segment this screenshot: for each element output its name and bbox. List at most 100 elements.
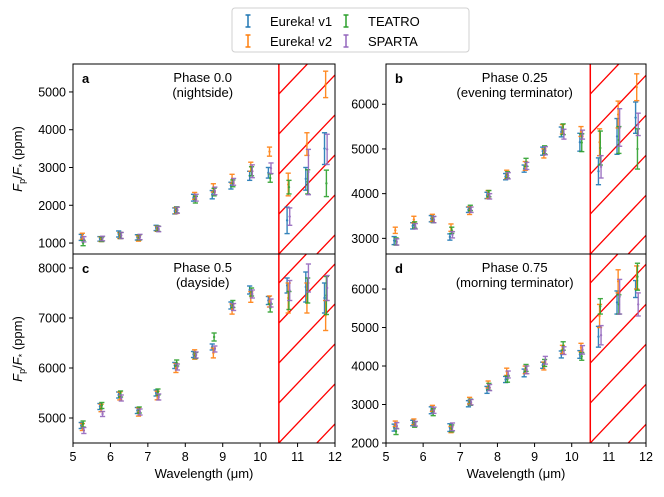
axes-frame (385, 253, 647, 444)
ytick-label: 6000 (351, 283, 379, 297)
ytick-label: 6000 (351, 98, 379, 112)
xtick-label: 11 (291, 450, 304, 464)
errorbar-point (392, 226, 398, 235)
errorbar-point (597, 297, 603, 315)
panel-letter: a (82, 71, 90, 86)
xtick-label: 6 (107, 450, 114, 464)
errorbar-point (617, 278, 623, 315)
errorbar-point (598, 154, 604, 179)
errorbar-point (615, 269, 621, 294)
legend-entry: Eureka! v1 (245, 14, 332, 29)
legend-entry: Eureka! v2 (245, 34, 332, 49)
errorbar-point (595, 325, 602, 348)
ytick-label: 5000 (351, 142, 379, 156)
errorbar-point (412, 420, 418, 427)
hatch-line (278, 262, 335, 324)
hatch-line (278, 153, 335, 215)
errorbar-point (524, 365, 530, 375)
axes-frame (72, 253, 336, 444)
errorbar-point (542, 355, 548, 365)
errorbar-point (193, 193, 199, 202)
xtick-label: 5 (70, 450, 77, 464)
errorbar-point (118, 394, 124, 402)
xtick-label: 10 (565, 450, 579, 464)
xtick-label: 6 (420, 450, 427, 464)
errorbar-point (212, 345, 218, 353)
errorbar-point (118, 231, 124, 240)
hatch-line (590, 74, 646, 135)
hatch-line (590, 303, 646, 364)
panel-subtitle: (evening terminator) (457, 85, 573, 100)
panel-letter: b (395, 71, 403, 86)
ytick-label: 8000 (38, 262, 66, 276)
errorbar-point (99, 235, 106, 242)
xtick-label: 7 (457, 450, 464, 464)
errorbar-point (468, 206, 474, 214)
errorbar-point (635, 112, 641, 137)
data-points (78, 70, 330, 247)
errorbar-point (324, 274, 330, 302)
errorbar-icon (343, 14, 349, 28)
errorbar-point (99, 410, 106, 418)
hatch-line (278, 302, 335, 364)
errorbar-point (137, 233, 143, 241)
errorbar-point (268, 298, 274, 308)
legend-entry: SPARTA (343, 34, 418, 49)
hatch-line (0, 64, 3, 254)
errorbar-icon (245, 14, 251, 28)
errorbar-point (212, 186, 218, 196)
panel-a: 1000 2000 3000 4000 5000 a Phase 0.0(nightside… (0, 63, 664, 255)
xtick-label: 12 (639, 450, 653, 464)
errorbar-point (598, 324, 604, 346)
plot-area (386, 254, 646, 443)
hatch-line (278, 382, 335, 443)
ytick-label: 2000 (38, 199, 66, 213)
hatched-region (590, 64, 646, 254)
hatch-line (590, 263, 646, 324)
panel-c: 5000 6000 7000 8000 5 6 7 8 9 10 11 12 c Phase 0.5(da… (38, 253, 664, 464)
errorbar-point (394, 238, 400, 246)
errorbar-point (595, 157, 602, 186)
hatch-line (659, 254, 664, 443)
hatched-region (590, 254, 646, 443)
xtick-label: 9 (219, 450, 226, 464)
ytick-label: 2000 (351, 437, 379, 451)
errorbar-point (505, 171, 511, 180)
plot-area (73, 64, 335, 254)
ytick-label: 1000 (38, 237, 66, 251)
xtick-label: 12 (328, 450, 342, 464)
legend-label: SPARTA (368, 34, 418, 49)
data-points (391, 73, 641, 246)
errorbar-point (542, 146, 548, 156)
hatch-line (278, 73, 335, 135)
errorbar-point (230, 177, 237, 186)
errorbar-point (305, 263, 312, 293)
errorbar-point (449, 422, 456, 432)
hatch-line (659, 64, 664, 254)
errorbar-point (429, 213, 436, 222)
errorbar-point (635, 292, 641, 317)
errorbar-point (487, 192, 493, 200)
errorbar-point (579, 129, 586, 140)
legend-label: TEATRO (368, 14, 420, 29)
hatch-line (590, 114, 646, 175)
xtick-label: 9 (531, 450, 538, 464)
svg-text:Fp/F* (ppm): Fp/F* (ppm) (10, 126, 27, 192)
hatched-region (0, 64, 664, 254)
panel-title: Phase 0.25 (482, 70, 548, 85)
errorbar-point (449, 230, 456, 239)
xtick-label: 11 (602, 450, 615, 464)
errorbar-point (230, 302, 237, 312)
panel-letter: c (82, 261, 89, 276)
ylabel-bottom: Fp/F* (ppm) (10, 316, 27, 382)
errorbar-point (394, 421, 400, 430)
errorbar-point (81, 426, 87, 435)
errorbar-point (578, 125, 584, 138)
ytick-label: 4000 (38, 123, 66, 137)
panel-letter: d (395, 261, 403, 276)
series-sparta (81, 133, 330, 243)
xlabel-left: Wavelength (μm) (155, 466, 254, 481)
series-sparta (394, 278, 641, 432)
errorbar-point (505, 370, 511, 379)
data-points (391, 262, 641, 436)
